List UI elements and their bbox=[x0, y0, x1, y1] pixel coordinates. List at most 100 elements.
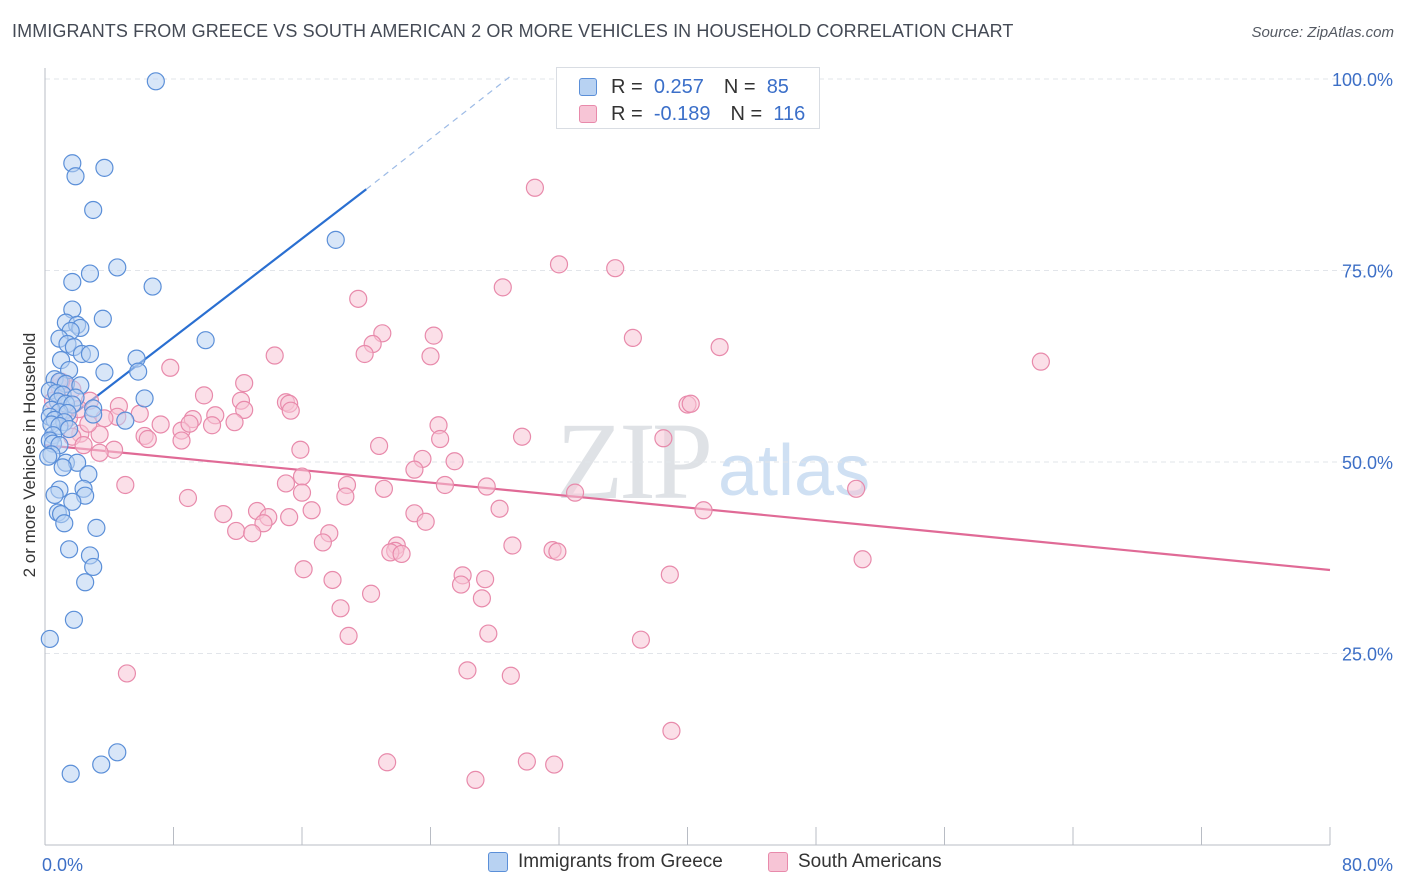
point-greece bbox=[92, 755, 111, 774]
axes bbox=[44, 68, 1331, 846]
stats-legend: R = 0.257 N = 85 R = -0.189 N = 116 bbox=[556, 67, 820, 129]
point-south-american bbox=[472, 589, 491, 608]
point-south-american bbox=[243, 524, 262, 543]
point-south-american bbox=[235, 400, 254, 420]
point-greece bbox=[76, 573, 95, 592]
point-south-american bbox=[660, 565, 679, 584]
point-south-american bbox=[172, 431, 191, 450]
y-tick-label: 100.0% bbox=[1332, 70, 1393, 90]
point-south-american bbox=[493, 278, 512, 297]
point-south-american bbox=[1031, 352, 1050, 371]
point-greece bbox=[63, 492, 82, 511]
point-south-american bbox=[214, 504, 233, 524]
point-south-american bbox=[477, 477, 496, 496]
point-greece bbox=[196, 331, 215, 350]
point-greece bbox=[40, 629, 59, 649]
y-tick-label: 25.0% bbox=[1342, 645, 1393, 665]
point-south-american bbox=[545, 755, 564, 774]
point-greece bbox=[129, 362, 148, 381]
point-south-american bbox=[138, 429, 157, 449]
point-south-american bbox=[424, 326, 443, 345]
point-south-american bbox=[501, 666, 520, 685]
point-south-american bbox=[606, 259, 625, 278]
point-south-american bbox=[662, 721, 681, 740]
point-south-american bbox=[323, 570, 342, 590]
point-south-american bbox=[280, 508, 299, 527]
point-greece bbox=[59, 419, 79, 439]
point-south-american bbox=[681, 394, 700, 413]
greece-swatch bbox=[579, 78, 597, 96]
point-south-american bbox=[292, 483, 312, 502]
point-south-american bbox=[466, 770, 485, 789]
point-south-american bbox=[431, 429, 450, 449]
point-south-american bbox=[116, 475, 135, 495]
point-greece bbox=[84, 405, 103, 424]
point-south-american bbox=[548, 542, 567, 561]
point-south-american bbox=[445, 452, 464, 471]
x-tick-label: 80.0% bbox=[1342, 855, 1393, 875]
r-label: R = bbox=[611, 102, 643, 125]
n-value: 85 bbox=[766, 75, 789, 98]
grid-lines bbox=[45, 78, 1370, 654]
point-south-american bbox=[370, 436, 389, 456]
tick-labels: 25.0% 50.0% 75.0% 100.0% 0.0% 80.0% bbox=[42, 70, 1393, 875]
legend-item-south-americans: South Americans bbox=[768, 851, 942, 873]
point-south-american bbox=[458, 661, 477, 680]
r-label: R = bbox=[611, 75, 643, 98]
point-greece bbox=[59, 540, 79, 559]
greece-swatch bbox=[488, 852, 508, 872]
point-greece bbox=[95, 158, 114, 177]
r-value: -0.189 bbox=[653, 102, 711, 125]
point-south-american bbox=[180, 414, 199, 433]
legend-label: South Americans bbox=[798, 851, 942, 872]
point-south-american bbox=[361, 584, 381, 603]
point-south-american bbox=[549, 255, 569, 274]
point-south-american bbox=[336, 487, 355, 506]
point-south-american bbox=[479, 624, 498, 643]
south-americans-swatch bbox=[768, 852, 788, 872]
point-south-american bbox=[631, 630, 651, 649]
point-south-american bbox=[847, 479, 866, 498]
point-greece bbox=[66, 167, 85, 186]
point-greece bbox=[80, 344, 100, 364]
y-tick-label: 75.0% bbox=[1342, 262, 1393, 282]
trend-line-greece bbox=[44, 188, 367, 437]
point-south-american bbox=[294, 560, 313, 579]
point-south-american bbox=[117, 664, 137, 683]
point-greece bbox=[116, 411, 135, 430]
stats-row-south-americans: R = -0.189 N = 116 bbox=[579, 101, 805, 127]
point-south-american bbox=[178, 488, 198, 508]
point-greece bbox=[95, 363, 114, 382]
point-south-american bbox=[276, 474, 296, 493]
point-south-american bbox=[405, 460, 424, 479]
point-south-american bbox=[90, 425, 109, 444]
point-south-american bbox=[378, 753, 397, 772]
stats-row-greece: R = 0.257 N = 85 bbox=[579, 74, 789, 100]
point-south-american bbox=[349, 289, 368, 308]
point-greece bbox=[39, 447, 58, 466]
series-legend: Immigrants from Greece South Americans bbox=[0, 851, 1406, 877]
point-greece bbox=[80, 264, 100, 283]
trend-lines bbox=[44, 75, 1331, 572]
point-south-american bbox=[302, 501, 321, 520]
point-south-american bbox=[90, 443, 109, 462]
point-greece bbox=[108, 258, 127, 277]
point-greece bbox=[64, 610, 84, 629]
point-greece bbox=[143, 277, 162, 296]
legend-label: Immigrants from Greece bbox=[518, 851, 723, 872]
point-greece bbox=[53, 458, 72, 477]
point-south-american bbox=[374, 479, 394, 498]
point-south-american bbox=[525, 178, 545, 197]
point-south-american bbox=[710, 338, 729, 357]
point-south-american bbox=[227, 521, 246, 541]
point-greece bbox=[84, 200, 103, 220]
point-south-american bbox=[451, 575, 471, 594]
y-tick-label: 50.0% bbox=[1342, 453, 1393, 473]
point-greece bbox=[45, 485, 64, 505]
n-label: N = bbox=[730, 102, 763, 125]
point-greece bbox=[55, 514, 74, 533]
point-south-american bbox=[265, 346, 284, 365]
r-value: 0.257 bbox=[653, 75, 704, 98]
n-label: N = bbox=[723, 75, 756, 98]
